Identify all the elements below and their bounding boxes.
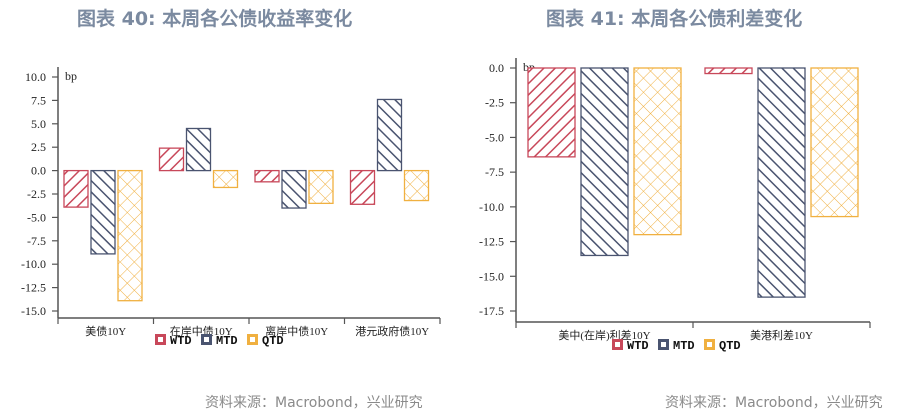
- bar-qtd: [810, 67, 859, 218]
- bar-wtd: [704, 67, 753, 75]
- y-tick-label: 7.5: [31, 93, 46, 107]
- y-tick-label: -10.0: [479, 200, 504, 214]
- bar-qtd: [212, 169, 239, 189]
- y-tick-label: -5.0: [27, 210, 46, 224]
- y-tick-label: -15.0: [479, 269, 504, 283]
- bar-qtd: [633, 67, 682, 236]
- bar-mtd: [90, 169, 116, 255]
- left-chart-title: 图表 40: 本周各公债收益率变化: [77, 8, 353, 30]
- y-tick-label: -10.0: [21, 257, 46, 271]
- right-chart: 0.0-2.5-5.0-7.5-10.0-12.5-15.0-17.5bp美中(…: [479, 58, 871, 353]
- unit-label: bp: [65, 69, 77, 83]
- legend-label: MTD: [216, 334, 238, 348]
- right-source: 资料来源：Macrobond，兴业研究: [665, 395, 883, 411]
- bar-mtd: [580, 67, 629, 257]
- bar-mtd: [281, 169, 307, 209]
- bar-wtd: [254, 169, 280, 183]
- category-label: 离岸中债10Y: [265, 324, 328, 338]
- bar-wtd: [158, 147, 185, 172]
- left-chart: 10.0 7.5 5.0 2.5 0.0 -2.5 -5.0 -7.5 -10.0 -12.5 -1…: [21, 67, 441, 348]
- y-tick-label: -12.5: [479, 235, 504, 249]
- bar-qtd: [117, 169, 143, 302]
- left-source: 资料来源：Macrobond，兴业研究: [205, 395, 423, 411]
- bar-qtd: [308, 169, 334, 205]
- bar-mtd: [376, 98, 403, 172]
- category-label: 美债10Y: [85, 324, 126, 338]
- y-tick-label: 0.0: [31, 164, 46, 178]
- legend-label: WTD: [627, 339, 649, 353]
- category-label: 美港利差10Y: [750, 328, 813, 342]
- y-tick-label: -2.5: [27, 187, 46, 201]
- y-tick-label: -17.5: [479, 304, 504, 318]
- y-tick-label: -5.0: [485, 130, 504, 144]
- category-label: 港元政府债10Y: [355, 324, 429, 338]
- y-tick-label: 0.0: [489, 61, 504, 75]
- legend-label: MTD: [673, 339, 695, 353]
- right-chart-title: 图表 41: 本周各公债利差变化: [546, 8, 803, 30]
- category-label: 在岸中债10Y: [170, 324, 233, 338]
- y-tick-label: -7.5: [27, 234, 46, 248]
- y-tick-label: 10.0: [25, 70, 46, 84]
- legend-label: QTD: [719, 339, 741, 353]
- y-tick-label: -7.5: [485, 165, 504, 179]
- y-tick-label: 2.5: [31, 140, 46, 154]
- y-tick-label: -15.0: [21, 304, 46, 318]
- legend-label: QTD: [262, 334, 284, 348]
- bar-wtd: [527, 67, 576, 158]
- y-tick-label: 5.0: [31, 117, 46, 131]
- bar-mtd: [757, 67, 806, 298]
- bar-qtd: [403, 169, 430, 202]
- y-tick-label: -2.5: [485, 96, 504, 110]
- bar-wtd: [349, 169, 376, 205]
- bar-mtd: [185, 127, 212, 172]
- bar-wtd: [63, 169, 89, 208]
- y-tick-label: -12.5: [21, 281, 46, 295]
- legend-label: WTD: [170, 334, 192, 348]
- category-label: 美中(在岸)利差10Y: [558, 328, 650, 342]
